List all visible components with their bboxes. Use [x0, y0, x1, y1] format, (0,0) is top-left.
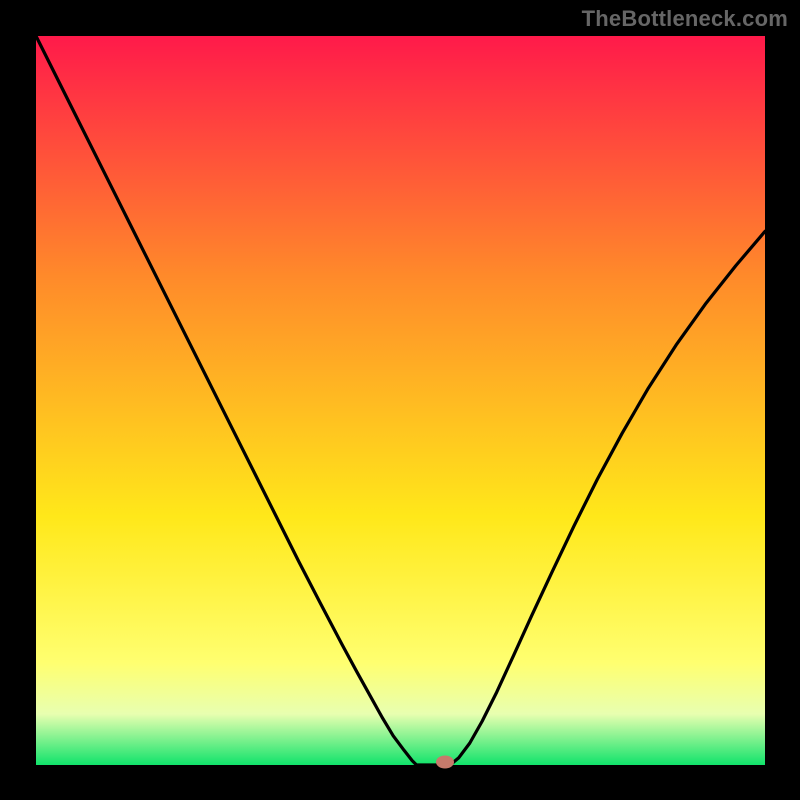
plot-area [36, 36, 765, 765]
bottleneck-curve [36, 36, 765, 765]
vertex-marker [436, 756, 454, 769]
chart-container: TheBottleneck.com [0, 0, 800, 800]
watermark-text: TheBottleneck.com [582, 6, 788, 32]
